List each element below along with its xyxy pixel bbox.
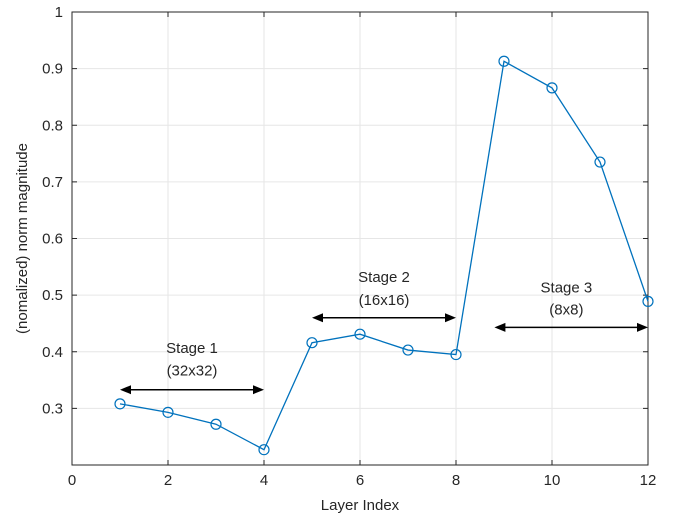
y-tick-label: 0.5 <box>42 287 63 304</box>
x-axis-title: Layer Index <box>321 497 400 514</box>
y-tick-label: 0.8 <box>42 117 63 134</box>
arrow-head-right <box>253 385 264 395</box>
x-tick-label: 2 <box>164 472 172 489</box>
arrow-head-right <box>637 322 648 332</box>
data-point-marker <box>114 398 126 410</box>
stage-resolution-label: (16x16) <box>359 292 410 309</box>
y-axis-title: (nomalized) norm magnitude <box>14 143 31 334</box>
arrow-head-right <box>445 313 456 323</box>
stage-arrow <box>312 313 456 323</box>
data-point-marker <box>450 348 462 361</box>
x-tick-label: 8 <box>452 472 460 489</box>
data-point-marker <box>402 344 414 356</box>
data-point-marker <box>546 82 558 94</box>
y-tick-label: 1 <box>55 4 63 21</box>
y-tick-label: 0.9 <box>42 61 63 78</box>
x-tick-label: 10 <box>544 472 561 489</box>
x-tick-label: 6 <box>356 472 364 489</box>
series-layer <box>114 55 654 456</box>
y-tick-label: 0.6 <box>42 231 63 248</box>
y-tick-label: 0.4 <box>42 344 63 361</box>
data-point-marker <box>210 418 222 430</box>
grid-layer <box>72 12 648 465</box>
arrow-head-left <box>120 385 131 395</box>
x-tick-label: 12 <box>640 472 657 489</box>
arrow-head-left <box>312 313 323 323</box>
data-point-marker <box>354 328 366 340</box>
y-tick-label: 0.3 <box>42 400 63 417</box>
tick-layer: 0 2 4 6 8 10 12 0.3 0.4 0.5 0.6 0.7 0.8 0.9 1 <box>42 4 656 489</box>
stage-resolution-label: (8x8) <box>549 301 583 318</box>
stage-label: Stage 1 <box>166 340 218 357</box>
data-point-marker <box>306 337 318 349</box>
stage-arrow <box>494 322 648 332</box>
annotation-layer: Stage 1 (32x32) Stage 2 (16x16) Stage 3 (8x8) <box>120 269 648 395</box>
stage-resolution-label: (32x32) <box>167 363 218 380</box>
arrow-head-left <box>494 322 506 332</box>
series-line <box>119 60 649 451</box>
x-tick-label: 4 <box>260 472 268 489</box>
data-point-marker <box>594 156 606 168</box>
data-point-marker <box>642 295 654 307</box>
stage-label: Stage 3 <box>541 279 593 296</box>
stage-arrow <box>120 385 264 395</box>
x-tick-label: 0 <box>68 472 76 489</box>
data-point-marker <box>498 55 510 67</box>
stage-label: Stage 2 <box>358 269 410 286</box>
data-point-marker <box>258 444 270 456</box>
y-tick-label: 0.7 <box>42 174 63 191</box>
data-point-marker <box>162 406 174 418</box>
